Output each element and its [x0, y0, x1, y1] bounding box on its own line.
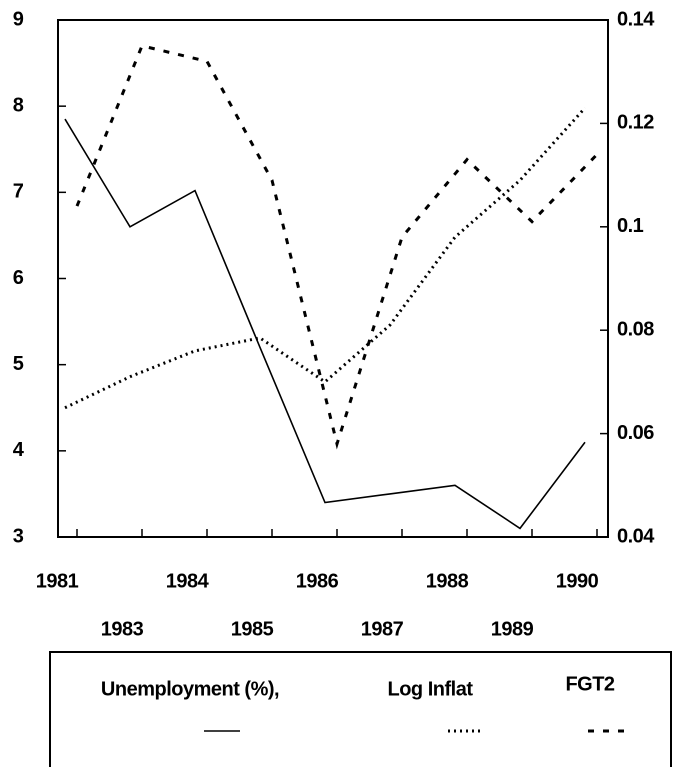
y2-tick-label: 0.14 [617, 8, 655, 30]
x-tick-label: 1990 [556, 570, 599, 592]
legend-label: Unemployment (%), [101, 678, 279, 700]
series-line [75, 44, 599, 450]
legend-label: FGT2 [565, 673, 614, 695]
y-tick-label: 8 [13, 94, 24, 116]
x-tick-label: 1983 [101, 618, 144, 640]
x-tick-label: 1987 [361, 618, 404, 640]
legend-box [49, 651, 672, 767]
y2-tick-label: 0.06 [617, 422, 654, 444]
y2-tick-label: 0.08 [617, 318, 654, 340]
x-tick-label: 1981 [36, 570, 79, 592]
y-tick-label: 4 [13, 439, 25, 461]
plot-frame [57, 19, 609, 538]
y2-tick-label: 0.04 [617, 525, 655, 547]
x-tick-label: 1986 [296, 570, 339, 592]
y-tick-label: 7 [13, 181, 24, 203]
series-line [64, 106, 587, 410]
x-tick-label: 1985 [231, 618, 274, 640]
y-tick-label: 5 [13, 353, 24, 375]
x-tick-label: 1988 [426, 570, 469, 592]
x-tick-label: 1989 [491, 618, 534, 640]
legend-label: Log Inflat [388, 678, 474, 700]
y-tick-label: 3 [13, 525, 24, 547]
x-tick-label: 1984 [166, 570, 210, 592]
y-tick-label: 9 [13, 8, 24, 30]
y2-tick-label: 0.12 [617, 112, 654, 134]
y2-tick-label: 0.1 [617, 215, 644, 237]
y-tick-label: 6 [13, 267, 24, 289]
series-line [64, 118, 586, 530]
